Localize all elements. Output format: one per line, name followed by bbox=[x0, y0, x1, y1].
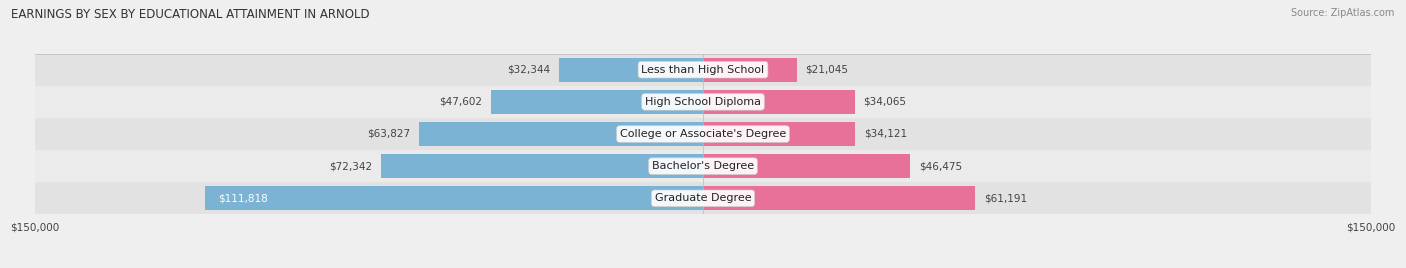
Text: $111,818: $111,818 bbox=[218, 193, 269, 203]
Bar bbox=[491, 90, 703, 114]
Text: $34,121: $34,121 bbox=[863, 129, 907, 139]
Text: $72,342: $72,342 bbox=[329, 161, 373, 171]
Text: College or Associate's Degree: College or Associate's Degree bbox=[620, 129, 786, 139]
Text: $47,602: $47,602 bbox=[439, 97, 482, 107]
Bar bbox=[381, 154, 703, 178]
Text: Source: ZipAtlas.com: Source: ZipAtlas.com bbox=[1291, 8, 1395, 18]
Text: $63,827: $63,827 bbox=[367, 129, 411, 139]
Bar bbox=[703, 154, 910, 178]
Text: Less than High School: Less than High School bbox=[641, 65, 765, 75]
Bar bbox=[35, 150, 1371, 182]
Bar bbox=[703, 186, 976, 210]
Text: $46,475: $46,475 bbox=[920, 161, 962, 171]
Text: $32,344: $32,344 bbox=[508, 65, 550, 75]
Bar bbox=[35, 54, 1371, 86]
Text: Graduate Degree: Graduate Degree bbox=[655, 193, 751, 203]
Bar bbox=[35, 182, 1371, 214]
Bar bbox=[35, 118, 1371, 150]
Bar bbox=[703, 122, 855, 146]
Bar bbox=[419, 122, 703, 146]
Text: $61,191: $61,191 bbox=[984, 193, 1028, 203]
Bar bbox=[205, 186, 703, 210]
Bar bbox=[703, 90, 855, 114]
Bar bbox=[703, 58, 797, 82]
Bar bbox=[560, 58, 703, 82]
Text: High School Diploma: High School Diploma bbox=[645, 97, 761, 107]
Bar bbox=[35, 86, 1371, 118]
Text: $34,065: $34,065 bbox=[863, 97, 907, 107]
Text: Bachelor's Degree: Bachelor's Degree bbox=[652, 161, 754, 171]
Text: $21,045: $21,045 bbox=[806, 65, 849, 75]
Text: EARNINGS BY SEX BY EDUCATIONAL ATTAINMENT IN ARNOLD: EARNINGS BY SEX BY EDUCATIONAL ATTAINMEN… bbox=[11, 8, 370, 21]
